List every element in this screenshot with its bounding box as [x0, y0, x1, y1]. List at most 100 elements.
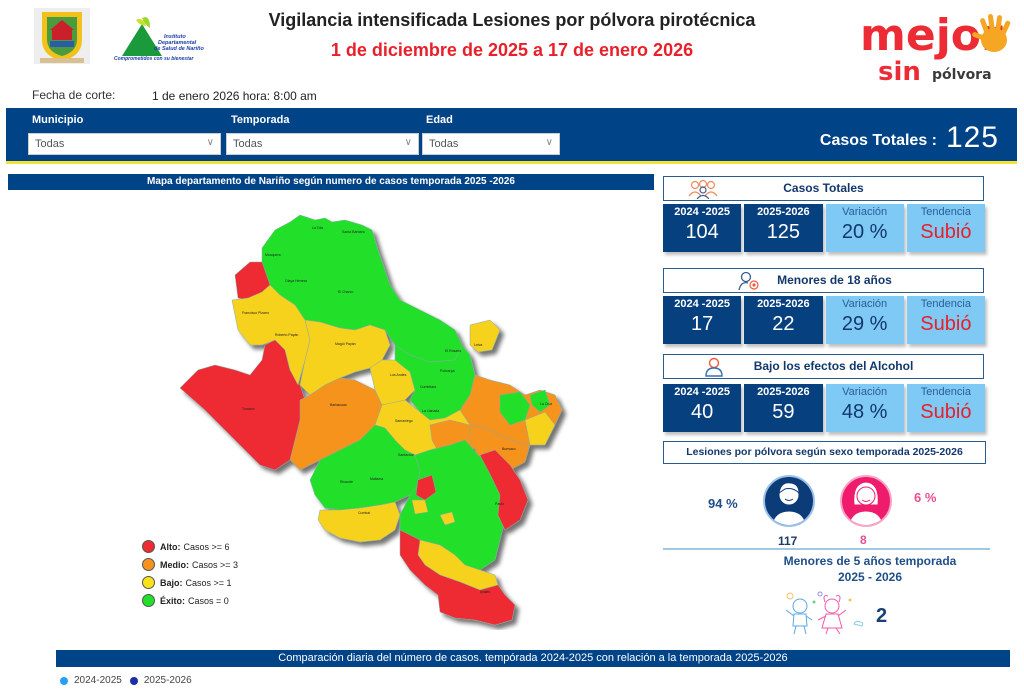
female-count: 8: [860, 533, 867, 547]
stat-tendencia: Tendencia Subió: [906, 384, 985, 432]
stat-curr-season: 2025-2026 59: [744, 384, 823, 432]
male-percentage: 94 %: [708, 496, 738, 511]
svg-text:La Cruz: La Cruz: [540, 402, 553, 406]
stat-tendencia: Tendencia Subió: [906, 296, 985, 344]
temporada-dropdown-value: Todas: [233, 138, 263, 150]
edad-dropdown-value: Todas: [429, 138, 459, 150]
map-region-san-pablo: [529, 389, 551, 413]
svg-text:La Tola: La Tola: [312, 226, 323, 230]
svg-text:El Charco: El Charco: [338, 290, 353, 294]
group-icon: [688, 179, 718, 199]
chevron-down-icon: ∨: [206, 137, 214, 148]
menores-18-stats: 2024 -2025 17 2025-2026 22 Variación 29 % T…: [663, 296, 985, 344]
svg-text:Francisco Pizarro: Francisco Pizarro: [242, 311, 269, 315]
red-circle-icon: [142, 540, 155, 553]
svg-text:Leiva: Leiva: [474, 343, 482, 347]
stat-prev-season: 2024 -2025 40: [663, 384, 742, 432]
svg-text:Pasto: Pasto: [495, 502, 504, 506]
section-divider: [663, 548, 990, 550]
map-region-los-andes: [369, 359, 416, 406]
page-subtitle-date-range: 1 de diciembre de 2025 a 17 de enero 202…: [330, 40, 694, 60]
svg-text:Tumaco: Tumaco: [242, 407, 255, 411]
svg-text:Magüí Payán: Magüí Payán: [335, 342, 356, 346]
casos-totales-label: Casos Totales :: [819, 132, 937, 149]
map-region-pasto: [479, 449, 529, 531]
legend-medio: Medio: Casos >= 3: [142, 558, 238, 571]
map-legend: Alto: Casos >= 6 Medio: Casos >= 3 Bajo: Ca…: [142, 540, 238, 612]
svg-text:de Salud de Nariño: de Salud de Nariño: [154, 46, 204, 52]
legend-label-2024-2025[interactable]: 2024-2025: [74, 675, 122, 686]
alcohol-card-header: Bajo los efectos del Alcohol: [663, 354, 984, 379]
map-region-tumaco: [179, 339, 306, 471]
female-avatar-icon: [840, 473, 892, 529]
municipio-dropdown-value: Todas: [35, 138, 65, 150]
svg-text:Mallama: Mallama: [370, 477, 383, 481]
map-region-pasto-surroundings: [399, 439, 511, 571]
svg-text:Olaya Herrera: Olaya Herrera: [285, 279, 307, 283]
casos-totales-card-header: Casos Totales: [663, 176, 984, 201]
comparison-legend: 2024-2025 2025-2026: [60, 675, 192, 686]
escudo-narino-logo: [34, 8, 90, 64]
orange-circle-icon: [142, 558, 155, 571]
svg-text:Cumbitara: Cumbitara: [420, 385, 436, 389]
child-user-icon: [738, 271, 759, 291]
svg-text:Roberto Payán: Roberto Payán: [275, 333, 298, 337]
alcohol-stats: 2024 -2025 40 2025-2026 59 Variación 48 % T…: [663, 384, 985, 432]
green-circle-icon: [142, 594, 155, 607]
map-region-leiva: [469, 319, 501, 353]
user-icon: [705, 357, 723, 377]
svg-text:La Llanada: La Llanada: [422, 409, 439, 413]
card-title: Menores de 18 años: [777, 273, 892, 287]
yellow-circle-icon: [142, 576, 155, 589]
svg-text:Ricaurte: Ricaurte: [340, 480, 353, 484]
male-avatar-icon: [763, 473, 815, 529]
stat-curr-season: 2025-2026 125: [744, 204, 823, 252]
svg-text:pólvora: pólvora: [932, 67, 992, 83]
menores-5-title: Menores de 5 años temporada 2025 - 2026: [783, 554, 957, 584]
edad-dropdown[interactable]: Todas ∨: [422, 133, 560, 155]
svg-text:Comprometidos con su bienestar: Comprometidos con su bienestar: [114, 56, 195, 62]
stat-tendencia: Tendencia Subió: [906, 204, 985, 252]
narino-choropleth-map[interactable]: La Tola Santa Bárbara Mosquera Olaya Her…: [170, 200, 570, 630]
legend-alto: Alto: Casos >= 6: [142, 540, 238, 553]
map-region-tuquerres: [415, 474, 437, 501]
svg-text:sin: sin: [878, 57, 921, 87]
chevron-down-icon: ∨: [545, 137, 553, 148]
chevron-down-icon: ∨: [404, 137, 412, 148]
stat-variacion: Variación 20 %: [825, 204, 904, 252]
svg-text:El Rosario: El Rosario: [445, 349, 461, 353]
legend-label-2025-2026[interactable]: 2025-2026: [143, 675, 192, 686]
svg-text:Policarpa: Policarpa: [440, 369, 455, 373]
municipio-dropdown[interactable]: Todas ∨: [28, 133, 221, 155]
svg-text:Mosquera: Mosquera: [265, 253, 281, 257]
temporada-dropdown[interactable]: Todas ∨: [226, 133, 419, 155]
fecha-corte-value: 1 de enero 2026 hora: 8:00 am: [152, 89, 317, 103]
page-title: Vigilancia intensificada Lesiones por pó…: [268, 10, 756, 30]
legend-exito: Éxito: Casos = 0: [142, 594, 238, 607]
instituto-departamental-salud-logo: Instituto Departamental de Salud de Nari…: [112, 14, 212, 66]
svg-text:Ipiales: Ipiales: [480, 590, 490, 594]
svg-text:Barbacoas: Barbacoas: [330, 403, 347, 407]
male-count: 117: [778, 534, 798, 548]
stat-prev-season: 2024 -2025 104: [663, 204, 742, 252]
card-title: Casos Totales: [783, 181, 864, 195]
map-region-ipiales: [399, 529, 516, 626]
svg-text:Santa Bárbara: Santa Bárbara: [342, 230, 365, 234]
svg-text:Santacruz: Santacruz: [398, 453, 414, 457]
sexo-section-title: Lesiones por pólvora según sexo temporad…: [663, 441, 986, 464]
svg-text:Samaniego: Samaniego: [395, 419, 413, 423]
svg-text:Departamental: Departamental: [158, 40, 197, 46]
children-drawing-icon: [780, 590, 870, 636]
light-blue-dot-icon: [60, 676, 68, 685]
edad-filter-label: Edad: [426, 114, 453, 126]
map-title: Mapa departamento de Nariño según numero…: [8, 174, 654, 190]
female-percentage: 6 %: [914, 490, 937, 505]
stat-prev-season: 2024 -2025 17: [663, 296, 742, 344]
stat-curr-season: 2025-2026 22: [744, 296, 823, 344]
legend-bajo: Bajo: Casos >= 1: [142, 576, 238, 589]
map-region-iles: [439, 511, 456, 526]
card-title: Bajo los efectos del Alcohol: [753, 359, 914, 373]
casos-totales-value: 125: [945, 121, 999, 154]
menores-5-value: 2: [876, 605, 888, 627]
fecha-corte-label: Fecha de corte:: [32, 88, 116, 102]
